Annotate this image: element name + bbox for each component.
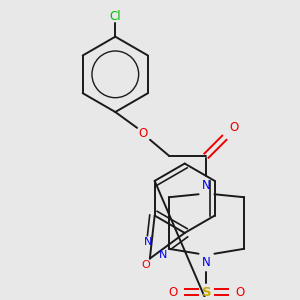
Text: S: S [202, 286, 211, 299]
Text: O: O [230, 122, 239, 134]
Text: O: O [236, 286, 245, 299]
Text: N: N [144, 237, 152, 247]
Text: Cl: Cl [110, 10, 121, 23]
Text: O: O [142, 260, 150, 271]
Text: N: N [202, 256, 211, 269]
Text: N: N [159, 250, 168, 260]
Text: O: O [138, 127, 148, 140]
Text: O: O [168, 286, 177, 299]
Text: N: N [202, 179, 211, 192]
